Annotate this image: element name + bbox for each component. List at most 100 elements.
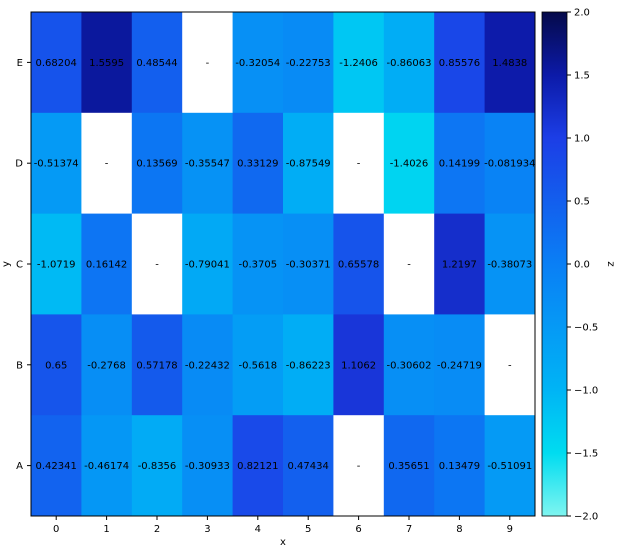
x-tick-label: 1 [103, 524, 109, 535]
cell-value-label: -0.3705 [238, 260, 277, 271]
heatmap-cell [232, 415, 284, 517]
heatmap-cell [182, 112, 234, 215]
cell-value-label: - [407, 260, 411, 271]
cell-value-label: -0.30602 [387, 360, 432, 371]
heatmap-cell [81, 415, 133, 517]
cell-value-label: 0.42341 [36, 461, 77, 472]
cell-value-label: -1.4026 [390, 159, 429, 170]
colorbar-tick-label: −1.5 [574, 449, 598, 460]
colorbar-tick-label: 1.5 [574, 71, 590, 82]
cell-value-label: 1.2197 [442, 260, 477, 271]
heatmap-cell [232, 213, 284, 315]
cell-value-label: - [155, 260, 159, 271]
cell-value-label: - [206, 58, 210, 69]
heatmap-cell [182, 314, 234, 416]
heatmap-cell [383, 415, 435, 517]
heatmap-cell [333, 112, 385, 215]
heatmap-cell [81, 213, 133, 315]
heatmap-cell [283, 213, 334, 315]
heatmap-cell [333, 213, 385, 315]
cell-value-label: 0.13569 [136, 159, 177, 170]
heatmap-cell [31, 314, 82, 416]
heatmap-cell [283, 415, 334, 517]
cell-value-label: -0.51091 [487, 461, 532, 472]
heatmap-cell [484, 415, 536, 517]
heatmap-cell [484, 112, 536, 215]
cell-value-label: -0.86223 [286, 360, 331, 371]
x-tick-label: 8 [456, 524, 462, 535]
x-tick-label: 2 [154, 524, 160, 535]
cell-value-label: 1.5595 [89, 58, 124, 69]
heatmap-cell [383, 314, 435, 416]
colorbar-tick-label: −0.5 [574, 323, 598, 334]
colorbar-label: z [605, 261, 616, 266]
heatmap-cell [383, 213, 435, 315]
cell-value-label: -0.2768 [87, 360, 126, 371]
cell-value-label: 0.14199 [439, 159, 480, 170]
cell-value-label: -0.32054 [235, 58, 280, 69]
cell-value-label: -0.24719 [437, 360, 482, 371]
heatmap-cell [283, 112, 334, 215]
heatmap-cell [81, 12, 133, 114]
heatmap-cell [182, 213, 234, 315]
heatmap-cell [333, 12, 385, 114]
x-tick-label: 4 [255, 524, 261, 535]
cell-value-label: -0.30933 [185, 461, 230, 472]
heatmap-cell-labels: 0.68204 1.5595 0.48544- -0.32054 -0.22753 -1.… [34, 58, 536, 472]
heatmap-cell [131, 314, 183, 416]
heatmap-cell [182, 12, 234, 114]
cell-value-label: -0.35547 [185, 159, 230, 170]
cell-value-label: -0.86063 [387, 58, 432, 69]
cell-value-label: -0.081934 [484, 159, 535, 170]
heatmap-cell [81, 112, 133, 215]
heatmap-cell [232, 314, 284, 416]
heatmap-cell [484, 314, 536, 416]
heatmap-cell [31, 112, 82, 215]
cell-value-label: - [508, 360, 512, 371]
heatmap-cell [182, 415, 234, 517]
cell-value-label: 0.65578 [338, 260, 379, 271]
x-axis-ticks: 0 1 2 3 4 5 6 7 8 9 [53, 516, 513, 535]
heatmap-cell [434, 12, 486, 114]
cell-value-label: -0.8356 [138, 461, 177, 472]
heatmap-cell [31, 12, 82, 114]
heatmap-cell [434, 415, 486, 517]
cell-value-label: -0.87549 [286, 159, 331, 170]
y-tick-label: D [15, 159, 23, 170]
heatmap-cell [434, 112, 486, 215]
cell-value-label: 0.85576 [439, 58, 480, 69]
cell-value-label: -1.2406 [339, 58, 378, 69]
colorbar-tick-label: 2.0 [574, 8, 590, 19]
colorbar-tick-label: 1.0 [574, 134, 590, 145]
heatmap-cell [333, 314, 385, 416]
cell-value-label: 0.82121 [237, 461, 278, 472]
colorbar-tick-label: 0.5 [574, 197, 590, 208]
heatmap-cell [131, 112, 183, 215]
cell-value-label: -0.22432 [185, 360, 230, 371]
cell-value-label: -0.38073 [487, 260, 532, 271]
x-tick-label: 9 [507, 524, 513, 535]
cell-value-label: - [357, 461, 361, 472]
x-tick-label: 7 [406, 524, 412, 535]
cell-value-label: -0.79041 [185, 260, 230, 271]
heatmap-cell [31, 213, 82, 315]
y-tick-label: E [17, 58, 23, 69]
cell-value-label: 0.33129 [237, 159, 278, 170]
x-tick-label: 6 [355, 524, 361, 535]
heatmap-cell [484, 213, 536, 315]
heatmap-cell [434, 314, 486, 416]
heatmap-cell [31, 415, 82, 517]
cell-value-label: - [357, 159, 361, 170]
heatmap-cell [383, 12, 435, 114]
y-tick-label: C [16, 260, 23, 271]
cell-value-label: - [105, 159, 109, 170]
heatmap-cell [434, 213, 486, 315]
cell-value-label: 1.4838 [492, 58, 527, 69]
y-axis-label: y [1, 261, 12, 267]
x-tick-label: 5 [305, 524, 311, 535]
heatmap-cells [31, 12, 536, 517]
x-tick-label: 0 [53, 524, 59, 535]
y-tick-label: B [16, 360, 23, 371]
cell-value-label: 0.48544 [136, 58, 177, 69]
